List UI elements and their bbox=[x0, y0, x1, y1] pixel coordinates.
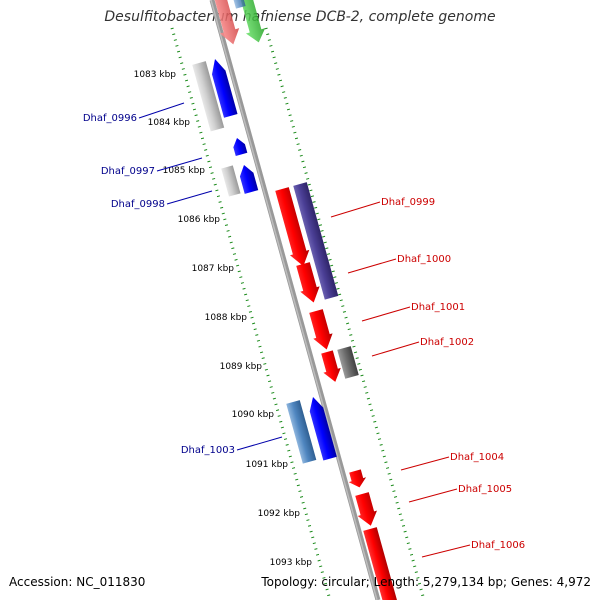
gene-label-dhaf-1005[interactable]: Dhaf_1005 bbox=[458, 484, 512, 495]
gene-arrow bbox=[293, 182, 339, 300]
leader-line-dhaf-0997 bbox=[156, 157, 203, 172]
gene-arrow bbox=[275, 187, 310, 267]
genome-title: Desulfitobacterium hafniense DCB-2, comp… bbox=[104, 9, 496, 25]
gene-arrow bbox=[212, 0, 240, 45]
gene-arrows bbox=[192, 0, 399, 600]
genome-backbone bbox=[209, 0, 381, 600]
gene-arrow bbox=[192, 61, 225, 132]
gene-arrow bbox=[337, 346, 359, 379]
gene-label-dhaf-1006[interactable]: Dhaf_1006 bbox=[471, 540, 525, 551]
gene-label-dhaf-1001[interactable]: Dhaf_1001 bbox=[411, 302, 465, 313]
gene-arrow bbox=[221, 165, 241, 197]
gene-label-dhaf-1002[interactable]: Dhaf_1002 bbox=[420, 337, 474, 348]
ruler-labels: 1083 kbp 1084 kbp 1085 kbp 1086 kbp 1087… bbox=[134, 70, 313, 568]
ruler-tick-label: 1089 kbp bbox=[220, 362, 263, 372]
gene-arrow bbox=[296, 262, 320, 303]
gene-arrow bbox=[321, 350, 341, 382]
gene-arrow bbox=[355, 492, 377, 526]
gene-label-dhaf-0998[interactable]: Dhaf_0998 bbox=[111, 199, 165, 210]
gene-leader-lines bbox=[138, 102, 471, 558]
ruler-tick-label: 1086 kbp bbox=[178, 215, 221, 225]
leader-line-dhaf-1000 bbox=[347, 258, 397, 274]
ruler-tick-label: 1090 kbp bbox=[232, 410, 275, 420]
gene-arrow bbox=[363, 527, 399, 600]
genome-summary-text: Topology: circular; Length: 5,279,134 bp… bbox=[261, 575, 591, 589]
gene-label-dhaf-1003[interactable]: Dhaf_1003 bbox=[181, 445, 235, 456]
gene-arrow bbox=[286, 400, 317, 464]
gene-arrow bbox=[238, 0, 266, 43]
ruler-tick-label: 1085 kbp bbox=[163, 166, 206, 176]
ruler-tick-label: 1093 kbp bbox=[270, 558, 313, 568]
genome-backbone-highlight bbox=[210, 0, 378, 600]
ruler-tick-label: 1083 kbp bbox=[134, 70, 177, 80]
gene-label-dhaf-1000[interactable]: Dhaf_1000 bbox=[397, 254, 451, 265]
leader-line-dhaf-0998 bbox=[166, 190, 213, 205]
gene-label-dhaf-0999[interactable]: Dhaf_0999 bbox=[381, 197, 435, 208]
gene-arrow bbox=[233, 138, 248, 156]
ruler-tick-label: 1088 kbp bbox=[205, 313, 248, 323]
gene-arrow bbox=[309, 397, 337, 461]
gene-arrow bbox=[211, 59, 238, 118]
leader-line-dhaf-1006 bbox=[421, 544, 471, 558]
leader-line-dhaf-0999 bbox=[330, 201, 381, 218]
ruler-tick-label: 1087 kbp bbox=[192, 264, 235, 274]
gene-label-dhaf-0996[interactable]: Dhaf_0996 bbox=[83, 113, 137, 124]
leader-line-dhaf-1004 bbox=[400, 456, 450, 471]
ruler-left-dotted-line bbox=[170, 27, 332, 600]
leader-line-dhaf-0996 bbox=[138, 102, 185, 119]
leader-line-dhaf-1005 bbox=[408, 488, 458, 503]
gene-arrow bbox=[231, 0, 246, 9]
gene-arrow bbox=[309, 309, 333, 350]
accession-text: Accession: NC_011830 bbox=[9, 575, 146, 589]
ruler-tick-label: 1092 kbp bbox=[258, 509, 301, 519]
gene-labels: Dhaf_0996 Dhaf_0997 Dhaf_0998 Dhaf_0999 … bbox=[83, 113, 525, 551]
gene-label-dhaf-0997[interactable]: Dhaf_0997 bbox=[101, 166, 155, 177]
leader-line-dhaf-1003 bbox=[236, 436, 283, 451]
ruler-tick-label: 1091 kbp bbox=[246, 460, 289, 470]
gene-arrow bbox=[348, 469, 367, 488]
leader-line-dhaf-1002 bbox=[371, 341, 420, 357]
ruler-tick-label: 1084 kbp bbox=[148, 118, 191, 128]
gene-arrow bbox=[239, 165, 259, 194]
leader-line-dhaf-1001 bbox=[361, 306, 411, 322]
gene-label-dhaf-1004[interactable]: Dhaf_1004 bbox=[450, 452, 504, 463]
